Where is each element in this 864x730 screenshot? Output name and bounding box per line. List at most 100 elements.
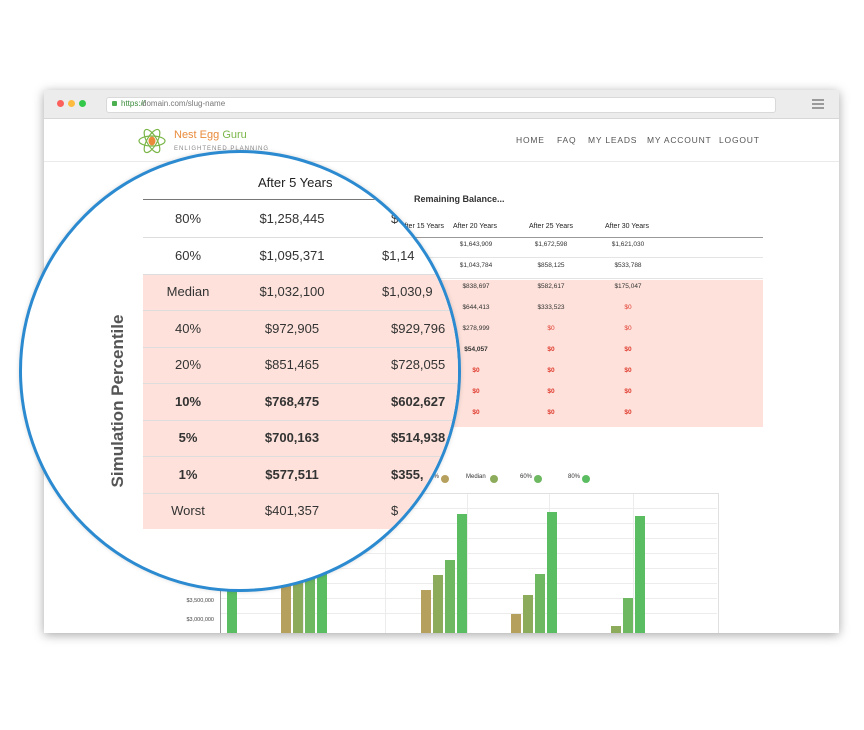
magnifier-lens: After 5 Years $ Simulation Percentile 80… [19, 150, 461, 592]
table-cell: $1,643,909 [459, 241, 493, 248]
nav-my-account[interactable]: MY ACCOUNT [647, 135, 712, 145]
percentile-label: 60% [174, 248, 202, 263]
gridline [220, 553, 717, 554]
gridline [220, 568, 717, 569]
chart-bar [445, 559, 455, 633]
value-after-5-years: $768,475 [264, 394, 320, 409]
nav-my-leads[interactable]: MY LEADS [588, 135, 638, 145]
row-divider [399, 278, 763, 279]
table-cell: $0 [547, 388, 555, 395]
magnified-row-divider [143, 456, 458, 457]
y-tick-label: $3,500,000 [186, 598, 214, 604]
nav-faq[interactable]: FAQ [557, 135, 577, 145]
table-cell: $0 [472, 409, 480, 416]
brand-part-1: Nest Egg [174, 129, 223, 141]
chart-bar [547, 511, 557, 633]
lock-icon [112, 101, 117, 106]
chart-bar [317, 540, 327, 633]
table-cell: $858,125 [537, 262, 565, 269]
magnified-header-5-years: After 5 Years [258, 175, 333, 190]
table-cell: $1,621,030 [611, 241, 645, 248]
table-cell: $1,672,598 [534, 241, 568, 248]
table-cell: $0 [624, 367, 632, 374]
value-after-10-years: $602,627 [391, 394, 446, 409]
chart-bar [611, 625, 621, 633]
close-window-button[interactable] [57, 100, 64, 107]
magnified-row-divider [143, 383, 458, 384]
chart-bar [535, 573, 545, 633]
magnified-row-divider [143, 274, 458, 275]
column-header-25: After 25 Years [529, 223, 573, 230]
value-after-5-years: $972,905 [264, 321, 320, 336]
magnified-row-divider [143, 347, 458, 348]
brand-part-2: Guru [222, 129, 247, 141]
legend-swatch [581, 475, 590, 483]
menu-icon[interactable] [812, 99, 824, 109]
chart-bar [293, 560, 303, 633]
chart-bar [635, 515, 645, 633]
table-cell: $644,413 [462, 304, 490, 311]
chart-bar [457, 514, 467, 633]
table-cell: $0 [547, 409, 555, 416]
y-tick-label: $3,000,000 [186, 617, 214, 623]
address-bar[interactable]: https:// domain.com/slug-name [106, 97, 776, 113]
percentile-label: 40% [174, 321, 202, 336]
table-cell: $0 [624, 388, 632, 395]
table-cell: $0 [624, 325, 632, 332]
table-cell: $0 [547, 367, 555, 374]
value-after-5-years: $401,357 [264, 503, 320, 518]
atom-logo-icon [138, 128, 166, 154]
legend-swatch [490, 475, 498, 483]
legend-label: 60% [520, 474, 533, 480]
nav-logout[interactable]: LOGOUT [719, 135, 760, 145]
table-cell: $1,043,784 [459, 262, 493, 269]
value-after-10-years: $728,055 [391, 357, 446, 372]
value-after-10-years: $929,796 [391, 321, 446, 336]
table-header-divider [399, 237, 763, 238]
value-after-10-years: $514,938 [391, 430, 446, 445]
magnified-row-divider [143, 310, 458, 311]
nav-home[interactable]: HOME [516, 135, 545, 145]
value-after-10-years: $1,14 [382, 248, 415, 263]
value-after-10-years: $1,030,9 [382, 284, 433, 299]
chart-bar [433, 575, 443, 633]
value-after-5-years: $700,163 [264, 430, 320, 445]
chart-bar [623, 598, 633, 633]
table-cell: $54,057 [464, 346, 488, 353]
table-cell: $0 [624, 409, 632, 416]
column-header-15: After 15 Years [400, 223, 444, 230]
brand-name[interactable]: Nest Egg Guru [174, 129, 247, 141]
header-divider [44, 161, 839, 162]
legend-label: 80% [568, 474, 581, 480]
value-after-5-years: $1,095,371 [259, 248, 325, 263]
maximize-window-button[interactable] [79, 100, 86, 107]
vertical-gridline [385, 493, 386, 633]
magnified-row-divider [143, 420, 458, 421]
chart-bar [523, 594, 533, 633]
table-cell: $0 [547, 325, 555, 332]
chart-bar [511, 613, 521, 633]
table-cell: $0 [624, 304, 632, 311]
chart-bar [281, 568, 291, 633]
gridline [220, 508, 717, 509]
brand-tagline: ENLIGHTENED PLANNING [174, 146, 270, 152]
value-after-10-years: $ [391, 211, 399, 226]
simulation-percentile-axis-label: Simulation Percentile [108, 314, 127, 488]
legend-label: Median [466, 474, 486, 480]
value-after-5-years: $1,258,445 [259, 211, 325, 226]
url-scheme: https:// [121, 99, 146, 108]
percentile-label: 20% [174, 357, 202, 372]
minimize-window-button[interactable] [68, 100, 75, 107]
column-header-30: After 30 Years [605, 223, 649, 230]
table-cell: $0 [472, 367, 480, 374]
legend-swatch [533, 475, 542, 483]
table-cell: $0 [624, 346, 632, 353]
row-divider [399, 257, 763, 258]
value-after-5-years: $577,511 [265, 467, 319, 482]
url-path: domain.com/slug-name [142, 99, 226, 108]
table-cell: $333,523 [537, 304, 565, 311]
column-header-20: After 20 Years [453, 223, 497, 230]
value-after-10-years: $ [391, 503, 399, 518]
table-cell: $0 [547, 346, 555, 353]
percentile-label: Median [166, 284, 210, 299]
